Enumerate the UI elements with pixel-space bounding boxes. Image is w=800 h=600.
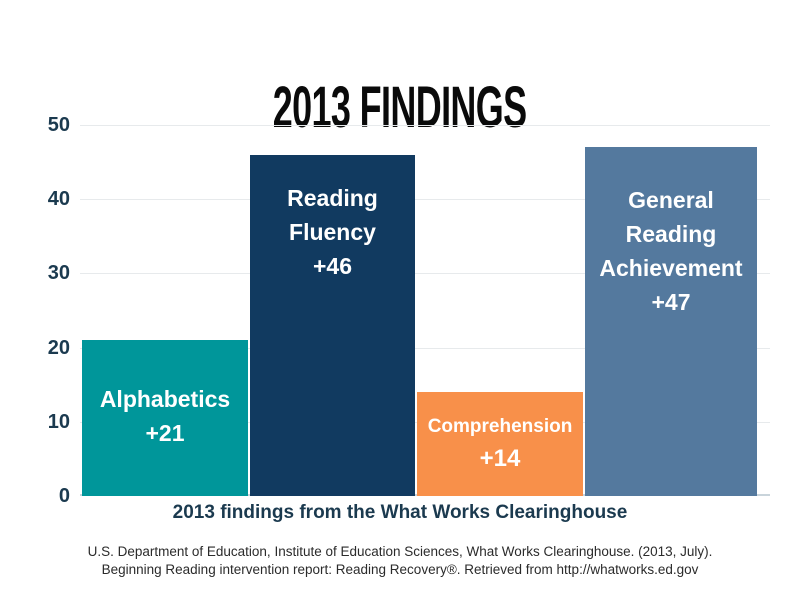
bar-label-alphabetics: Alphabetics +21: [82, 382, 248, 450]
x-axis-caption: 2013 findings from the What Works Cleari…: [172, 502, 628, 523]
bar-alphabetics: Alphabetics +21: [82, 340, 248, 496]
title-container: 2013 FINDINGS: [0, 40, 800, 176]
y-axis-tick-label: 50: [47, 114, 70, 136]
bar-comprehension: Comprehension +14: [417, 392, 583, 496]
bar-label-comprehension: Comprehension +14: [417, 412, 583, 477]
bar-label-reading-fluency: Reading Fluency +46: [250, 181, 415, 283]
bar-category-label: Alphabetics: [99, 386, 231, 413]
gridline-40: [80, 199, 770, 200]
bar-category-label: Reading: [625, 221, 717, 248]
y-axis-tick-label: 10: [47, 411, 70, 433]
gridline-20: [80, 348, 770, 349]
bar-category-label: Fluency: [289, 218, 376, 245]
bar-label-general-reading-achievement: General Reading Achievement +47: [585, 183, 757, 319]
gridline-30: [80, 273, 770, 274]
bar-value-label: +46: [312, 252, 352, 279]
bar-general-reading-achievement: General Reading Achievement +47: [585, 147, 757, 496]
gridline-50: [80, 125, 770, 126]
source-citation-line-2: Beginning Reading intervention report: R…: [101, 561, 699, 577]
y-axis-tick-label: 30: [47, 262, 70, 284]
bar-value-label: +14: [479, 445, 521, 473]
source-citation-line-1: U.S. Department of Education, Institute …: [87, 544, 713, 559]
bar-category-label: Comprehension: [427, 416, 573, 438]
bar-reading-fluency: Reading Fluency +46: [250, 154, 415, 496]
bar-chart-plot-area: 50 40 30 20 10 0 Alphabetics +21 Reading…: [48, 114, 770, 507]
chart-title: 2013 FINDINGS: [273, 74, 527, 140]
bar-value-label: +47: [651, 289, 691, 316]
source-citation: U.S. Department of Education, Institute …: [0, 543, 800, 578]
y-axis-tick-label: 0: [58, 485, 70, 507]
y-axis-tick-label: 40: [47, 188, 70, 210]
bar-category-label: General: [628, 187, 714, 214]
bar-category-label: Reading: [287, 184, 378, 211]
bar-category-label: Achievement: [599, 255, 743, 282]
y-axis-tick-label: 20: [47, 337, 70, 359]
bar-value-label: +21: [145, 420, 185, 447]
